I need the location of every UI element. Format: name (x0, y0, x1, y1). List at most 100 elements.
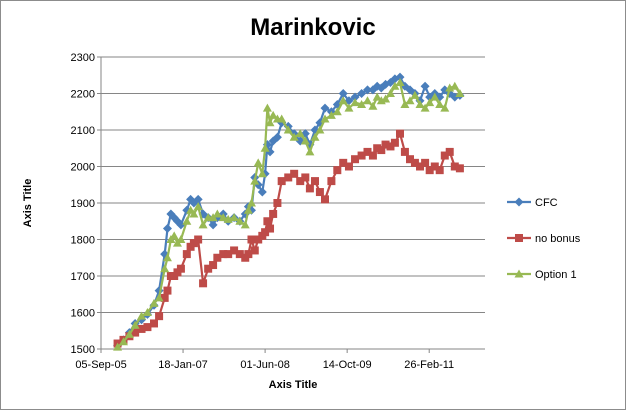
series-cfc (113, 72, 465, 350)
data-point-option-1 (430, 92, 440, 101)
data-point-option-1 (357, 99, 367, 108)
data-point-no-bonus (209, 261, 218, 270)
data-point-option-1 (137, 311, 147, 320)
gridlines (101, 56, 485, 313)
data-point-option-1 (300, 136, 310, 145)
data-point-option-1 (363, 96, 373, 105)
data-point-option-1 (162, 253, 172, 262)
data-point-no-bonus (425, 166, 434, 175)
data-point-cfc (420, 81, 430, 91)
data-point-option-1 (113, 342, 123, 351)
data-point-option-1 (169, 231, 179, 240)
data-point-option-1 (420, 103, 430, 112)
data-point-no-bonus (450, 162, 459, 171)
data-point-option-1 (235, 216, 245, 225)
data-point-option-1 (320, 114, 330, 123)
x-axis-ticks: 05-Sep-05 18-Jan-07 01-Jun-08 14-Oct-09 26-F… (75, 349, 454, 371)
data-point-option-1 (130, 320, 140, 329)
data-point-no-bonus (277, 177, 286, 186)
data-point-no-bonus (213, 253, 222, 262)
data-point-option-1 (283, 125, 293, 134)
data-point-no-bonus (150, 319, 159, 328)
data-point-no-bonus (310, 177, 319, 186)
data-point-no-bonus (254, 235, 263, 244)
data-point-no-bonus (305, 184, 314, 193)
y-tick-label: 1800 (71, 235, 95, 247)
data-point-option-1 (344, 103, 354, 112)
data-point-option-1 (385, 89, 395, 97)
x-tick-label: 01-Jun-08 (240, 359, 290, 371)
data-point-no-bonus (406, 155, 415, 164)
data-point-no-bonus (327, 177, 336, 186)
data-point-option-1 (118, 337, 128, 346)
data-point-cfc (350, 92, 360, 102)
data-point-no-bonus (430, 162, 439, 171)
data-point-option-1 (350, 98, 360, 107)
y-tick-label: 1500 (71, 344, 95, 356)
data-point-option-1 (450, 81, 460, 90)
data-point-option-1 (189, 209, 199, 218)
data-point-no-bonus (315, 188, 324, 197)
data-point-option-1 (218, 213, 228, 222)
data-point-option-1 (246, 198, 256, 207)
data-point-no-bonus (137, 324, 146, 333)
data-point-option-1 (160, 264, 170, 273)
data-point-no-bonus (301, 173, 310, 182)
data-point-no-bonus (155, 312, 164, 321)
data-point-option-1 (154, 293, 164, 302)
data-point-no-bonus (131, 328, 140, 337)
data-point-no-bonus (386, 142, 395, 151)
legend-label: no bonus (535, 233, 581, 245)
data-point-no-bonus (194, 235, 203, 244)
data-point-cfc (363, 85, 373, 95)
data-point-option-1 (149, 298, 159, 307)
data-point-no-bonus (296, 177, 305, 186)
data-point-no-bonus (455, 164, 464, 173)
data-point-option-1 (332, 107, 342, 116)
x-tick-label: 18-Jan-07 (158, 359, 208, 371)
x-tick-label: 14-Oct-09 (323, 359, 372, 371)
data-point-option-1 (240, 220, 250, 229)
data-point-no-bonus (410, 158, 419, 167)
data-point-option-1 (372, 92, 382, 101)
legend-swatch-marker (514, 269, 524, 278)
data-point-no-bonus (344, 162, 353, 171)
data-point-cfc (193, 194, 203, 204)
data-point-no-bonus (435, 166, 444, 175)
data-point-option-1 (265, 118, 275, 127)
data-point-option-1 (395, 78, 405, 87)
y-tick-label: 1900 (71, 198, 95, 210)
y-axis-title: Axis Title (22, 179, 34, 228)
data-point-option-1 (229, 213, 239, 222)
data-point-option-1 (277, 114, 287, 123)
data-point-no-bonus (247, 235, 256, 244)
data-point-option-1 (193, 202, 203, 211)
y-tick-label: 2200 (71, 89, 95, 101)
data-point-option-1 (142, 308, 152, 316)
data-point-option-1 (400, 99, 410, 108)
data-point-no-bonus (377, 146, 386, 155)
data-point-option-1 (440, 103, 450, 112)
data-point-cfc (395, 72, 405, 82)
data-point-option-1 (250, 176, 260, 185)
y-tick-label: 2100 (71, 125, 95, 137)
data-point-no-bonus (445, 147, 454, 156)
data-point-cfc (253, 180, 263, 190)
data-point-cfc (272, 132, 282, 142)
data-point-option-1 (289, 132, 299, 141)
data-point-no-bonus (373, 144, 382, 153)
data-point-option-1 (415, 99, 425, 108)
data-point-no-bonus (244, 250, 253, 259)
data-point-option-1 (243, 205, 253, 214)
data-point-no-bonus (400, 147, 409, 156)
data-point-cfc (176, 220, 186, 230)
legend-item-no-bonus: no bonus (507, 233, 581, 245)
data-point-cfc (208, 220, 218, 230)
data-point-option-1 (435, 99, 445, 108)
data-point-no-bonus (440, 151, 449, 160)
data-point-no-bonus (421, 158, 430, 167)
data-point-option-1 (268, 110, 278, 119)
data-point-option-1 (176, 235, 186, 243)
y-tick-label: 2300 (71, 52, 95, 64)
